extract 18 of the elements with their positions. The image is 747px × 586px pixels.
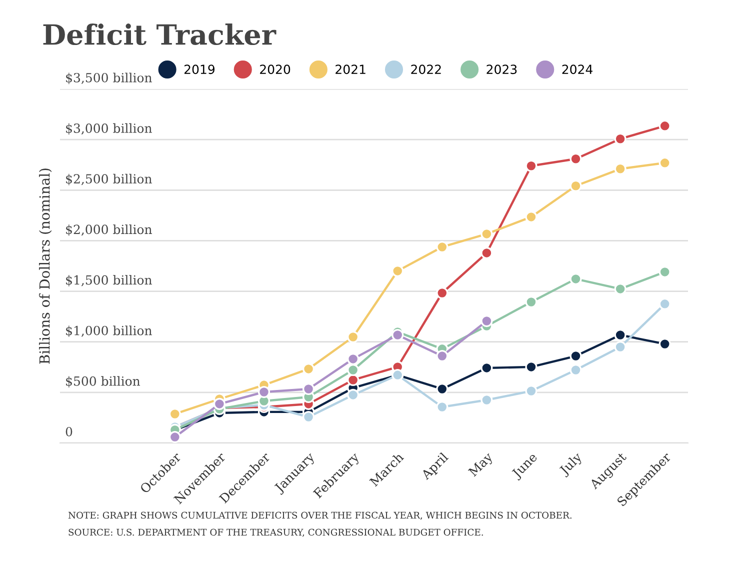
legend-label: 2021 xyxy=(336,64,366,74)
legend-label: 2023 xyxy=(486,64,517,74)
y-tick-label: $2,500 billion xyxy=(66,174,152,186)
y-tick-label: $1,500 billion xyxy=(66,275,152,286)
legend-label: 2020 xyxy=(260,64,290,74)
y-tick-label: $1,000 billion xyxy=(66,326,152,337)
legend-label: 2022 xyxy=(411,64,441,74)
legend-label: 2019 xyxy=(184,64,214,74)
text: NOTE: GRAPH SHOWS CUMULATIVE DEFICITS OVER THE FISCAL YEAR, WHICH BEGINS IN OCTOBER. xyxy=(68,512,572,520)
y-tick-label: $2,000 billion xyxy=(66,224,152,236)
y-tick-label: $500 billion xyxy=(66,376,140,388)
y-tick-label: $3,500 billion xyxy=(66,72,152,84)
y-axis-title: Billions of Dollars (nominal) xyxy=(39,168,52,364)
legend-label: 2024 xyxy=(562,64,592,74)
y-tick-label: $3,000 billion xyxy=(66,123,152,135)
y-tick-label: 0 xyxy=(66,426,72,436)
source-note: SOURCE: U.S. DEPARTMENT OF THE TREASURY, CONGRESSIONAL BUDGET OFFICE. xyxy=(68,528,483,537)
chart-title: Deficit Tracker xyxy=(43,24,276,46)
